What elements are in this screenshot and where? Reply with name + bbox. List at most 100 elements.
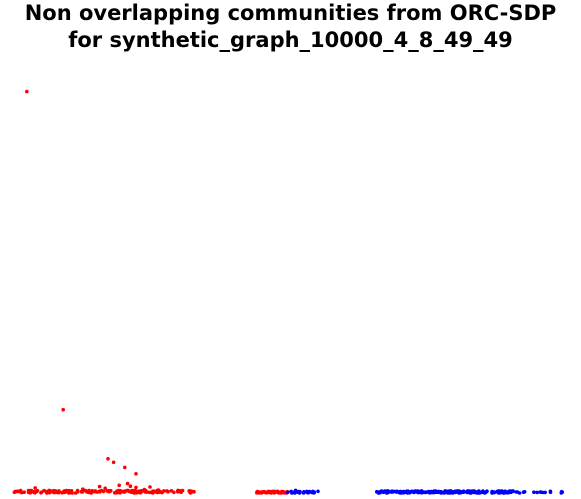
data-point (148, 485, 152, 489)
data-point (63, 490, 67, 495)
data-point (456, 489, 460, 493)
data-point (386, 489, 390, 493)
data-point (482, 491, 487, 495)
data-point (117, 489, 122, 494)
data-point (97, 489, 102, 494)
data-point (81, 487, 85, 492)
data-point (375, 489, 379, 494)
data-point (265, 490, 269, 495)
data-point (127, 489, 131, 494)
data-point (497, 490, 502, 495)
data-point (134, 472, 138, 476)
data-point (256, 490, 261, 495)
data-point (132, 489, 136, 494)
data-point (538, 490, 543, 494)
data-point (117, 483, 121, 488)
data-point (156, 488, 161, 492)
data-point (535, 490, 539, 495)
series-1 (285, 488, 564, 495)
data-point (19, 490, 24, 495)
data-point (180, 488, 185, 493)
data-point (47, 488, 51, 493)
data-point (56, 489, 61, 493)
data-point (273, 489, 278, 494)
data-point (80, 490, 85, 494)
data-point (311, 490, 316, 495)
data-point (316, 489, 320, 494)
data-point (490, 489, 494, 494)
chart-title-line-2: for synthetic_graph_10000_4_8_49_49 (68, 28, 513, 52)
data-point (416, 490, 420, 495)
data-point (394, 490, 399, 494)
data-point (33, 486, 37, 490)
data-point (162, 489, 166, 493)
data-point (504, 490, 509, 495)
data-point (291, 490, 295, 495)
data-point (103, 486, 107, 491)
data-point (75, 488, 80, 493)
data-point (444, 490, 448, 495)
data-point (259, 490, 264, 494)
data-point (12, 490, 17, 495)
data-point (32, 490, 37, 495)
data-point (53, 490, 58, 495)
data-point (165, 489, 169, 493)
chart-title: Non overlapping communities from ORC-SDP… (0, 0, 581, 54)
data-point (16, 489, 21, 494)
data-point (543, 490, 547, 495)
data-point (532, 490, 536, 495)
chart-title-line-1: Non overlapping communities from ORC-SDP (24, 1, 557, 25)
data-point (559, 489, 564, 494)
data-point (60, 490, 64, 495)
data-point (391, 490, 395, 494)
data-point (39, 491, 43, 495)
data-point (125, 481, 130, 486)
data-point (111, 460, 116, 465)
data-point (476, 489, 481, 494)
data-point (521, 490, 526, 495)
data-point (73, 491, 78, 495)
data-point (85, 490, 89, 494)
data-point (123, 465, 127, 470)
data-point (90, 490, 94, 494)
data-point (70, 491, 74, 495)
data-point (172, 490, 176, 495)
data-point (128, 484, 133, 489)
data-point (450, 490, 454, 495)
data-point (406, 489, 411, 494)
data-point (293, 488, 298, 493)
data-point (511, 489, 516, 494)
data-point (507, 489, 511, 494)
data-point (134, 485, 138, 490)
data-point (61, 407, 65, 412)
data-point (114, 490, 119, 495)
data-point (45, 491, 49, 495)
data-point (142, 487, 147, 492)
data-point (452, 489, 457, 494)
data-point (106, 457, 110, 461)
data-point (25, 89, 29, 94)
data-point (187, 489, 191, 493)
data-point (298, 489, 302, 494)
data-point (469, 491, 473, 495)
data-point (472, 489, 477, 493)
data-point (427, 489, 431, 494)
data-points (12, 89, 564, 495)
data-point (29, 488, 34, 493)
data-point (301, 491, 306, 495)
data-point (424, 490, 428, 494)
data-point (517, 491, 522, 495)
data-point (462, 490, 467, 494)
series-0 (12, 89, 290, 495)
data-point (107, 489, 111, 494)
data-point (438, 490, 442, 495)
data-point (42, 488, 46, 493)
data-point (465, 489, 470, 494)
data-point (138, 489, 143, 494)
data-point (307, 489, 312, 494)
data-point (459, 490, 464, 494)
data-point (409, 490, 414, 494)
data-point (281, 490, 286, 495)
data-point (548, 489, 553, 494)
